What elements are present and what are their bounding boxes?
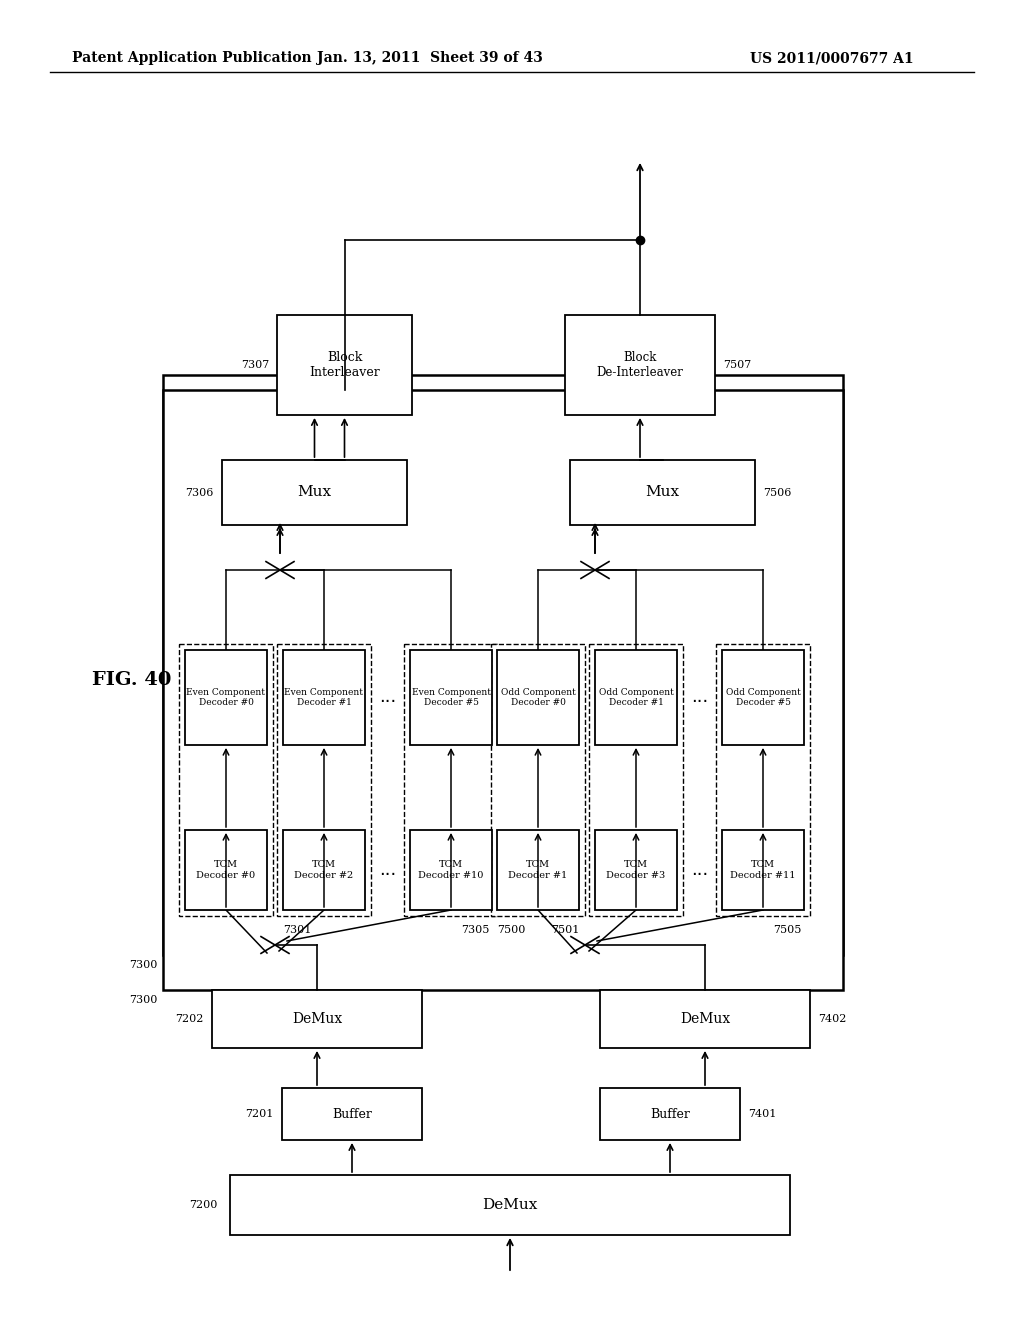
Bar	[179, 644, 273, 916]
Text: Mux: Mux	[645, 486, 680, 499]
Text: TCM
Decoder #2: TCM Decoder #2	[294, 861, 353, 879]
Text: ...: ...	[379, 861, 396, 879]
Text: 7401: 7401	[748, 1109, 776, 1119]
Text: 7201: 7201	[246, 1109, 274, 1119]
Bar	[490, 644, 585, 916]
Text: 7300: 7300	[130, 960, 158, 970]
Bar	[163, 375, 843, 954]
Text: Buffer: Buffer	[332, 1107, 372, 1121]
Text: Even Component
Decoder #1: Even Component Decoder #1	[285, 688, 364, 708]
Text: ...: ...	[691, 689, 709, 706]
Text: 7300: 7300	[130, 995, 158, 1005]
Text: ...: ...	[379, 689, 396, 706]
Bar	[600, 1088, 740, 1140]
Bar	[410, 649, 492, 744]
Bar	[212, 990, 422, 1048]
Text: 7500: 7500	[497, 925, 525, 935]
Bar	[222, 459, 407, 525]
Text: TCM
Decoder #10: TCM Decoder #10	[419, 861, 483, 879]
Bar	[570, 459, 755, 525]
Text: TCM
Decoder #1: TCM Decoder #1	[508, 861, 567, 879]
Text: DeMux: DeMux	[482, 1199, 538, 1212]
Bar	[600, 990, 810, 1048]
Bar	[595, 649, 677, 744]
Text: Patent Application Publication: Patent Application Publication	[72, 51, 311, 65]
Text: 7501: 7501	[552, 925, 580, 935]
Text: 7402: 7402	[818, 1014, 847, 1024]
Text: 7306: 7306	[185, 487, 214, 498]
Text: DeMux: DeMux	[292, 1012, 342, 1026]
Text: Buffer: Buffer	[650, 1107, 690, 1121]
Bar	[497, 830, 579, 909]
Bar	[497, 649, 579, 744]
Text: 7202: 7202	[176, 1014, 204, 1024]
Text: 7506: 7506	[763, 487, 792, 498]
Text: Odd Component
Decoder #0: Odd Component Decoder #0	[501, 688, 575, 708]
Bar	[716, 644, 810, 916]
Bar	[185, 830, 267, 909]
Text: Odd Component
Decoder #1: Odd Component Decoder #1	[599, 688, 674, 708]
Bar	[163, 389, 843, 990]
Text: 7307: 7307	[241, 360, 269, 370]
Text: 7305: 7305	[461, 925, 489, 935]
Text: Odd Component
Decoder #5: Odd Component Decoder #5	[726, 688, 801, 708]
Text: TCM
Decoder #11: TCM Decoder #11	[730, 861, 796, 879]
Text: Block
Interleaver: Block Interleaver	[309, 351, 380, 379]
Bar	[283, 830, 365, 909]
Bar	[283, 649, 365, 744]
Text: DeMux: DeMux	[680, 1012, 730, 1026]
Bar	[230, 1175, 790, 1236]
Text: Block
De-Interleaver: Block De-Interleaver	[597, 351, 683, 379]
Text: US 2011/0007677 A1: US 2011/0007677 A1	[750, 51, 913, 65]
Bar	[595, 830, 677, 909]
Text: 7507: 7507	[723, 360, 752, 370]
Bar	[722, 830, 804, 909]
Text: Even Component
Decoder #5: Even Component Decoder #5	[412, 688, 490, 708]
Text: TCM
Decoder #3: TCM Decoder #3	[606, 861, 666, 879]
Bar	[278, 644, 371, 916]
Bar	[565, 315, 715, 414]
Bar	[410, 830, 492, 909]
Text: TCM
Decoder #0: TCM Decoder #0	[197, 861, 256, 879]
Text: Mux: Mux	[297, 486, 332, 499]
Text: Even Component
Decoder #0: Even Component Decoder #0	[186, 688, 265, 708]
Text: FIG. 40: FIG. 40	[92, 671, 171, 689]
Text: ...: ...	[691, 861, 709, 879]
Bar	[185, 649, 267, 744]
Bar	[282, 1088, 422, 1140]
Text: 7200: 7200	[189, 1200, 218, 1210]
Text: 7301: 7301	[284, 925, 312, 935]
Text: 7505: 7505	[773, 925, 802, 935]
Bar	[589, 644, 683, 916]
Bar	[404, 644, 498, 916]
Bar	[278, 315, 412, 414]
Bar	[722, 649, 804, 744]
Text: Jan. 13, 2011  Sheet 39 of 43: Jan. 13, 2011 Sheet 39 of 43	[317, 51, 543, 65]
